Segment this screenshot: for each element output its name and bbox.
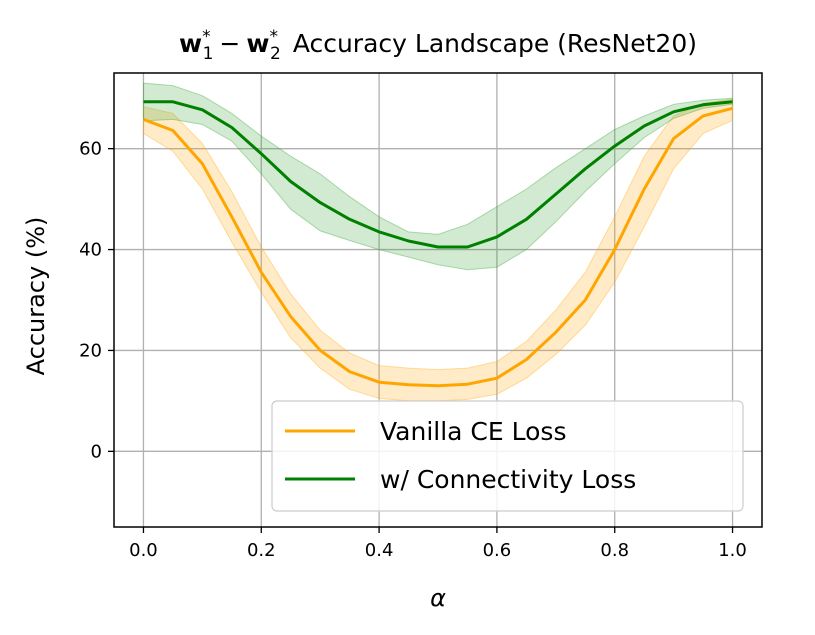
- x-tick-label-2: 0.4: [365, 540, 394, 561]
- band-connectivity: [143, 82, 733, 271]
- y-tick-label-3: 60: [79, 139, 102, 160]
- x-tick-label-3: 0.6: [483, 540, 512, 561]
- y-tick-label-0: 0: [91, 441, 102, 462]
- y-tick-label-2: 40: [79, 240, 102, 261]
- x-tick-label-0: 0.0: [129, 540, 158, 561]
- x-tick-label-5: 1.0: [718, 540, 747, 561]
- confidence-bands: [143, 82, 733, 402]
- chart-title: w* 1− w* 2 Accuracy Landscape (ResNet20): [179, 27, 697, 64]
- grid-lines: [114, 73, 762, 527]
- legend-box: [271, 400, 744, 512]
- x-tick-label-1: 0.2: [247, 540, 276, 561]
- x-axis-label: α: [430, 584, 446, 612]
- plot-frame: [113, 72, 763, 528]
- legend: Vanilla CE Loss w/ Connectivity Loss: [271, 400, 744, 512]
- band-vanilla: [143, 98, 733, 402]
- axis-ticks: 0.0 0.2 0.4 0.6 0.8 1.0 0 20 40 60: [79, 139, 747, 561]
- y-axis-label: Accuracy (%): [22, 217, 50, 376]
- series-line-connectivity: [143, 100, 733, 249]
- x-tick-label-4: 0.8: [600, 540, 629, 561]
- legend-label-connectivity: w/ Connectivity Loss: [380, 465, 636, 494]
- legend-label-vanilla: Vanilla CE Loss: [380, 417, 566, 446]
- series-line-vanilla: [142, 106, 733, 388]
- y-tick-label-1: 20: [79, 340, 102, 361]
- series-lines: [142, 100, 733, 388]
